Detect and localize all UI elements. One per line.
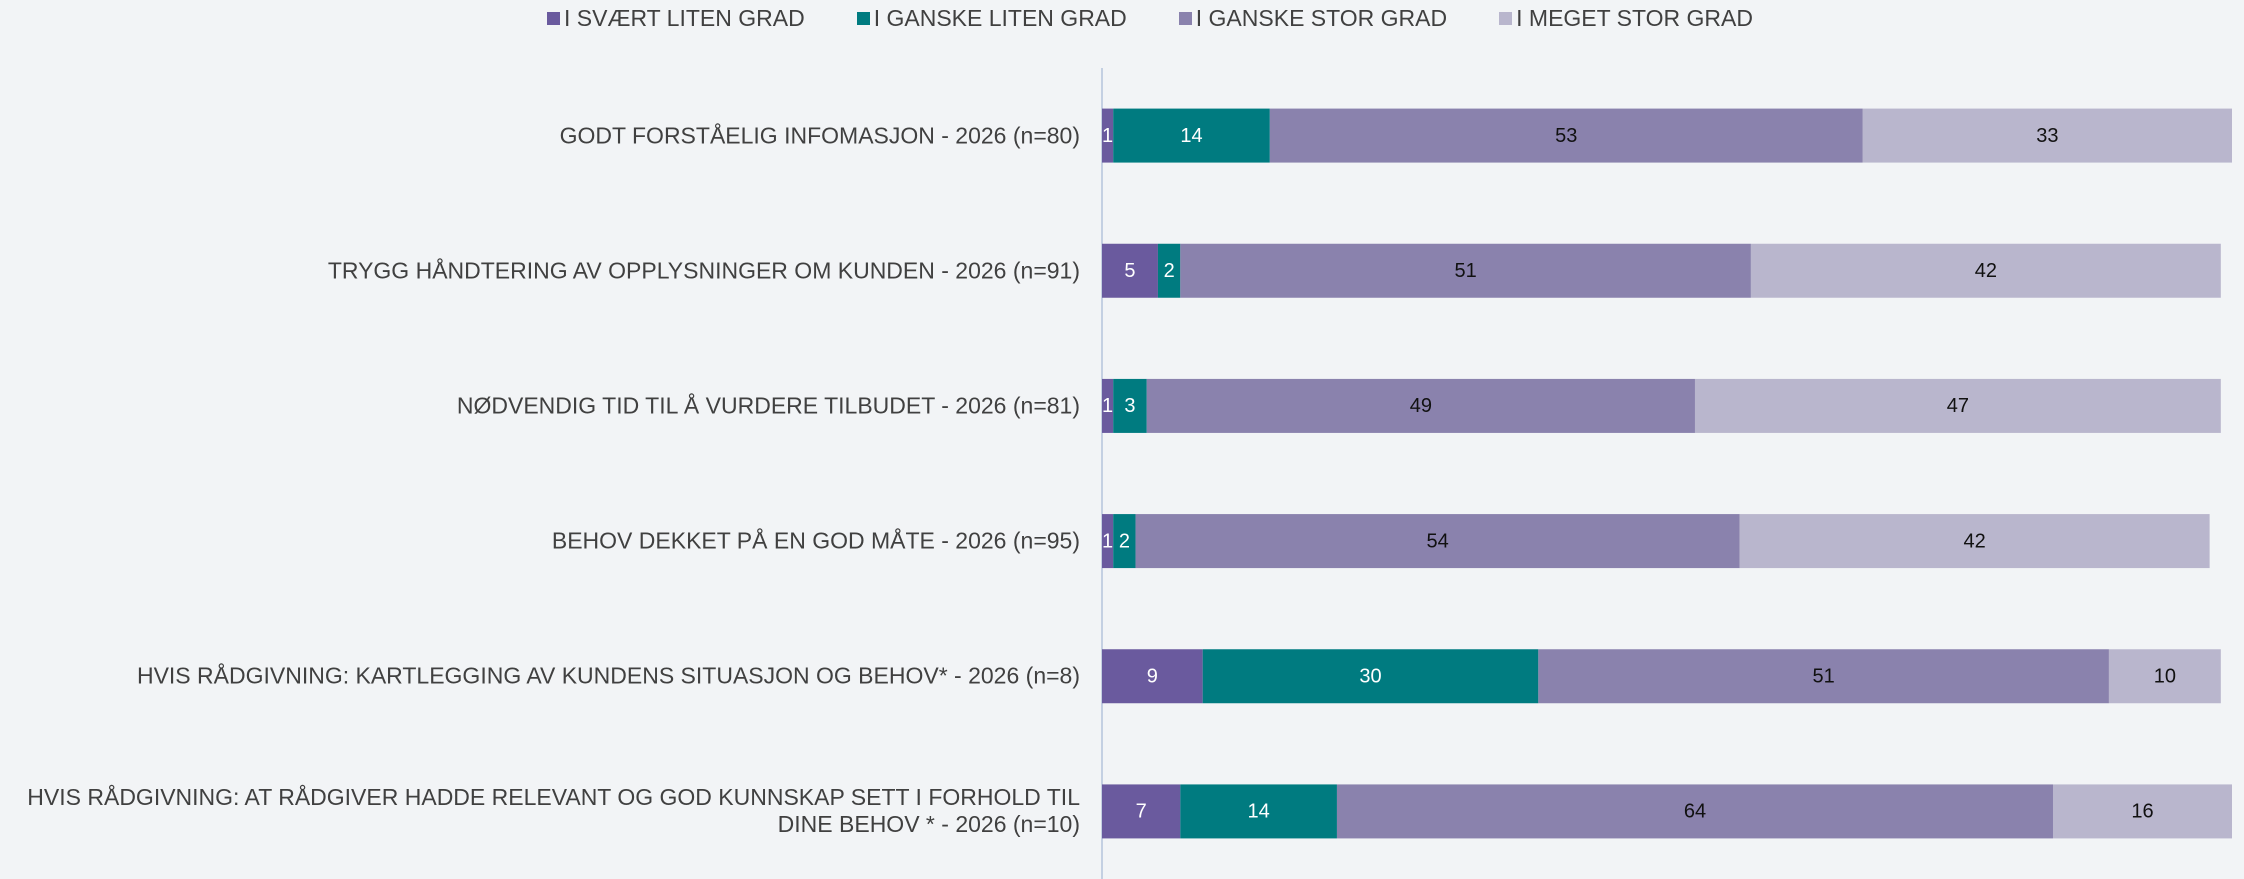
legend: I SVÆRT LITEN GRAD I GANSKE LITEN GRAD I G… bbox=[56, 2, 2244, 34]
bar-segment bbox=[1102, 108, 1114, 163]
bar-segment bbox=[1146, 378, 1695, 433]
data-label: 64 bbox=[1684, 801, 1706, 823]
bar-segment bbox=[1157, 243, 1181, 298]
bar-segment bbox=[1202, 649, 1539, 704]
data-label: 5 bbox=[1124, 260, 1135, 282]
bar-segment bbox=[1102, 514, 1114, 569]
data-label: 51 bbox=[1813, 666, 1835, 688]
category-label: GODT FORSTÅELIG INFOMASJON - 2026 (n=80) bbox=[559, 122, 1080, 149]
bar-segment bbox=[1750, 243, 2221, 298]
data-label: 1 bbox=[1102, 125, 1113, 147]
legend-item: I GANSKE STOR GRAD bbox=[1178, 2, 1448, 34]
data-label: 16 bbox=[2131, 801, 2153, 823]
bar-segment bbox=[1102, 649, 1203, 704]
legend-swatch bbox=[547, 11, 560, 25]
legend-label: I MEGET STOR GRAD bbox=[1516, 4, 1753, 31]
data-label: 49 bbox=[1410, 395, 1432, 417]
bar-segment bbox=[1180, 243, 1751, 298]
data-label: 42 bbox=[1964, 530, 1986, 552]
category-label: BEHOV DEKKET PÅ EN GOD MÅTE - 2026 (n=95… bbox=[551, 527, 1080, 554]
legend-label: I GANSKE LITEN GRAD bbox=[873, 4, 1127, 31]
bar-segment bbox=[1113, 514, 1136, 569]
data-label: 30 bbox=[1359, 666, 1381, 688]
bar-segment bbox=[1135, 514, 1740, 569]
bar-segment bbox=[2052, 784, 2232, 839]
data-label: 53 bbox=[1555, 125, 1577, 147]
bar-segment bbox=[1538, 649, 2109, 704]
legend-swatch bbox=[856, 11, 870, 25]
legend-label: I GANSKE STOR GRAD bbox=[1195, 4, 1448, 31]
legend-item: I SVÆRT LITEN GRAD bbox=[547, 2, 805, 34]
data-label: 9 bbox=[1147, 666, 1158, 688]
bar-segment bbox=[1113, 108, 1270, 163]
data-label: 42 bbox=[1975, 260, 1997, 282]
legend-item: I MEGET STOR GRAD bbox=[1499, 2, 1753, 34]
data-label: 10 bbox=[2154, 666, 2176, 688]
legend-swatch bbox=[1178, 11, 1192, 25]
category-label: TRYGG HÅNDTERING AV OPPLYSNINGER OM KUND… bbox=[327, 257, 1080, 284]
bar-segment bbox=[1113, 378, 1147, 433]
data-label: 3 bbox=[1124, 395, 1135, 417]
bar-segment bbox=[1862, 108, 2232, 163]
bar-segment bbox=[1694, 378, 2221, 433]
legend-swatch bbox=[1499, 11, 1513, 25]
data-label: 7 bbox=[1136, 801, 1147, 823]
data-label: 1 bbox=[1102, 395, 1113, 417]
legend-label: I SVÆRT LITEN GRAD bbox=[564, 4, 805, 31]
category-label: HVIS RÅDGIVNING: AT RÅDGIVER HADDE RELEV… bbox=[27, 784, 1080, 838]
data-label: 51 bbox=[1454, 260, 1476, 282]
data-label: 14 bbox=[1180, 125, 1202, 147]
legend-item: I GANSKE LITEN GRAD bbox=[856, 2, 1127, 34]
data-label: 2 bbox=[1164, 260, 1175, 282]
data-label: 14 bbox=[1248, 801, 1270, 823]
data-label: 2 bbox=[1119, 530, 1130, 552]
data-label: 54 bbox=[1427, 530, 1449, 552]
category-label: NØDVENDIG TID TIL Å VURDERE TILBUDET - 2… bbox=[456, 392, 1080, 419]
bar-segment bbox=[1739, 514, 2210, 569]
bar-segment bbox=[1102, 784, 1181, 839]
category-label: HVIS RÅDGIVNING: KARTLEGGING AV KUNDENS … bbox=[136, 662, 1080, 689]
data-label: 47 bbox=[1947, 395, 1969, 417]
bar-segment bbox=[1180, 784, 1337, 839]
data-label: 1 bbox=[1102, 530, 1113, 552]
bar-segment bbox=[1102, 378, 1114, 433]
bar-segment bbox=[1102, 243, 1158, 298]
bar-segment bbox=[1269, 108, 1863, 163]
bar-segment bbox=[2108, 649, 2221, 704]
bar-segment bbox=[1336, 784, 2053, 839]
data-label: 33 bbox=[2036, 125, 2058, 147]
